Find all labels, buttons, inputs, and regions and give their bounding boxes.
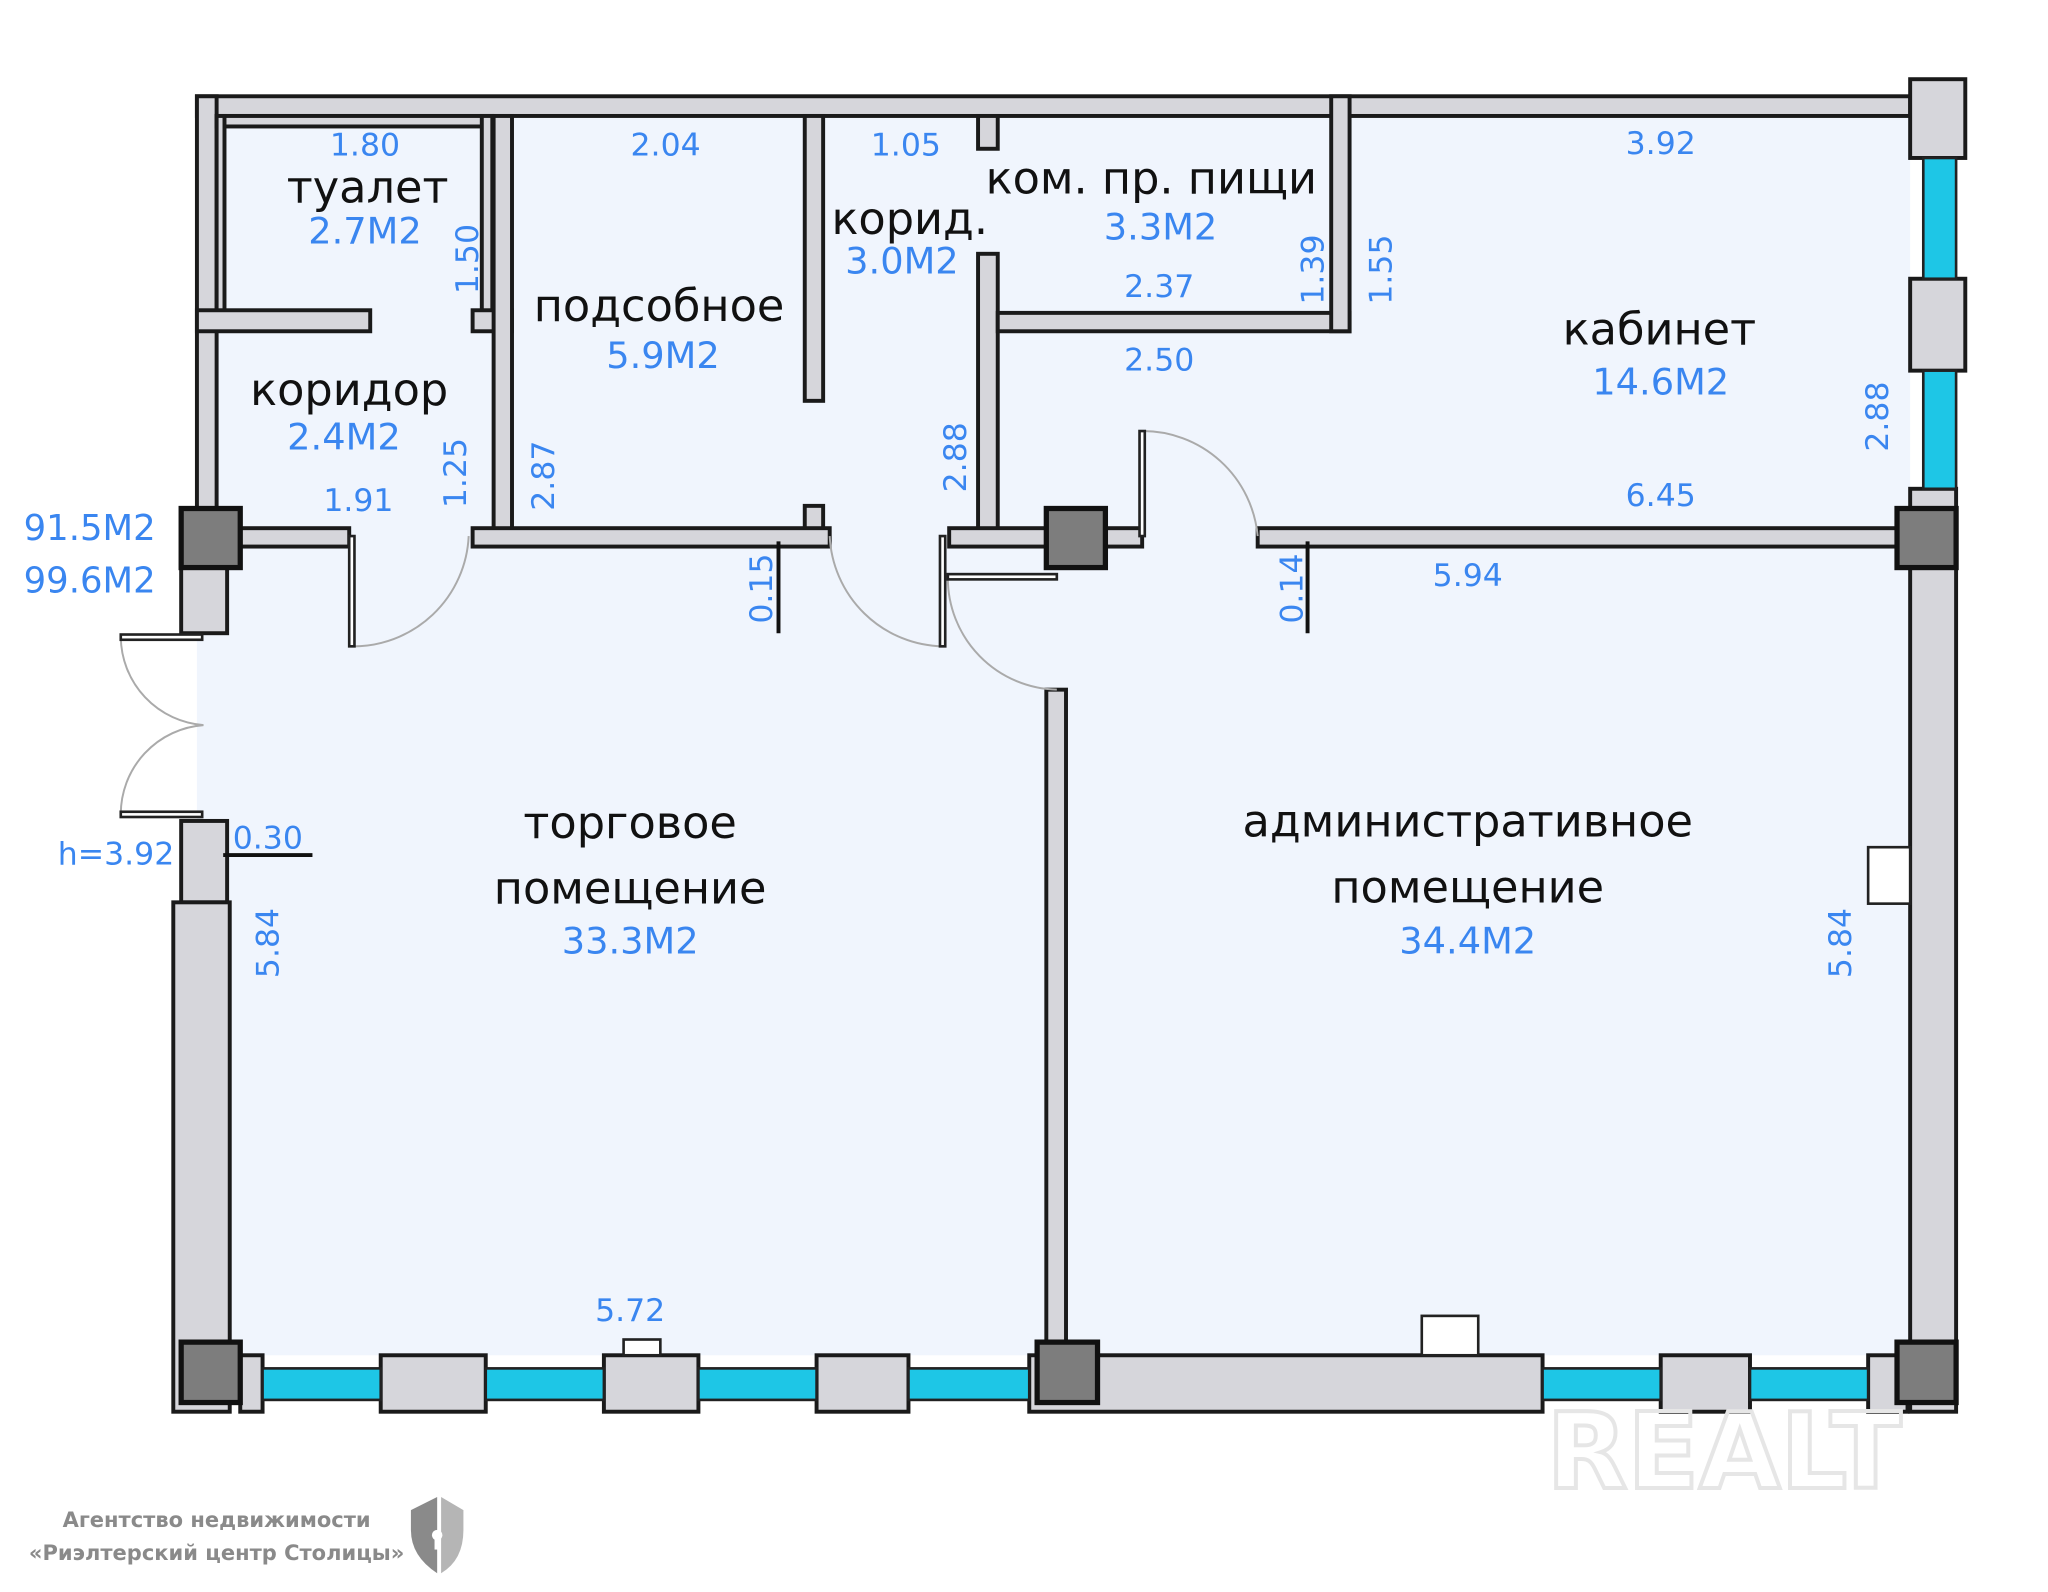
room-name: подсобное (534, 280, 785, 332)
dimension-label: 1.05 (871, 127, 941, 163)
ceiling-height: h=3.92 (58, 836, 175, 872)
room-name: помещение (494, 863, 767, 915)
dimension-label: 5.72 (595, 1293, 665, 1329)
room-korid: корид. 3.0М2 (831, 193, 988, 282)
doors (119, 429, 1310, 858)
room-area: 3.3М2 (1104, 205, 1218, 248)
dimension-label: 2.88 (938, 422, 974, 492)
walls (171, 77, 1968, 1414)
room-administrativnoe: административное помещение 34.4М2 (1242, 796, 1692, 963)
logo-line1: Агентство недвижимости (63, 1508, 371, 1532)
room-area: 33.3М2 (562, 920, 699, 963)
room-name: корид. (831, 193, 988, 245)
room-area: 3.0М2 (845, 239, 959, 282)
room-name: торговое (523, 797, 736, 849)
dimension-label: 1.39 (1295, 234, 1331, 304)
total-area: 99.6М2 (24, 561, 156, 602)
room-name: ком. пр. пищи (986, 152, 1317, 204)
room-name: кабинет (1563, 303, 1756, 355)
room-kom-pr-pishchi: ком. пр. пищи 3.3М2 (986, 152, 1317, 248)
totals: 91.5М2 99.6М2 h=3.92 (24, 508, 175, 872)
room-torgovoe: торговое помещение 33.3М2 (494, 797, 767, 963)
dimension-label: 2.37 (1124, 269, 1194, 305)
dimension-label: 0.14 (1274, 554, 1310, 624)
logo-line2: «Риэлтерский центр Столицы» (29, 1541, 404, 1565)
room-area: 5.9М2 (606, 334, 720, 377)
room-kabinet: кабинет 14.6М2 (1563, 303, 1756, 403)
room-name: туалет (287, 162, 449, 214)
windows (261, 156, 1958, 1402)
dimension-label: 1.80 (330, 127, 400, 163)
shield-keyhole-icon (410, 1497, 464, 1574)
dimension-label: 6.45 (1626, 478, 1696, 514)
living-area: 91.5М2 (24, 508, 156, 549)
dimension-label: 5.94 (1433, 558, 1503, 594)
dimension-label: 2.88 (1860, 382, 1896, 452)
room-tualet: туалет 2.7М2 (287, 162, 449, 253)
realt-watermark: REALT (1547, 1391, 1902, 1513)
columns (178, 505, 1959, 1406)
room-area: 2.7М2 (308, 209, 422, 252)
dimension-label: 2.04 (631, 127, 701, 163)
dimension-label: 5.84 (250, 908, 286, 978)
room-area: 2.4М2 (287, 415, 401, 458)
room-podsobnoe: подсобное 5.9М2 (534, 280, 785, 377)
dimension-label: 2.87 (526, 441, 562, 511)
dimension-label: 2.50 (1124, 343, 1194, 379)
dimension-label: 1.25 (438, 438, 474, 508)
agency-logo: Агентство недвижимости «Риэлтерский цент… (29, 1497, 464, 1574)
dimension-label: 0.30 (233, 821, 303, 857)
room-name: административное (1242, 796, 1692, 848)
dimension-label: 1.91 (323, 483, 393, 519)
dimension-label: 5.84 (1823, 908, 1859, 978)
dimension-label: 3.92 (1626, 126, 1696, 162)
dimension-label: 0.15 (744, 554, 780, 624)
room-area: 34.4М2 (1399, 920, 1536, 963)
dimension-label: 1.50 (450, 224, 486, 294)
dimension-label: 1.55 (1364, 234, 1400, 304)
room-name: коридор (250, 364, 448, 416)
room-name: помещение (1331, 861, 1604, 913)
dimensions: 1.80 1.50 2.04 1.05 2.37 1.39 1.55 3.92 … (233, 126, 1896, 1329)
room-koridor: коридор 2.4М2 (250, 364, 448, 459)
room-area: 14.6М2 (1592, 360, 1729, 403)
